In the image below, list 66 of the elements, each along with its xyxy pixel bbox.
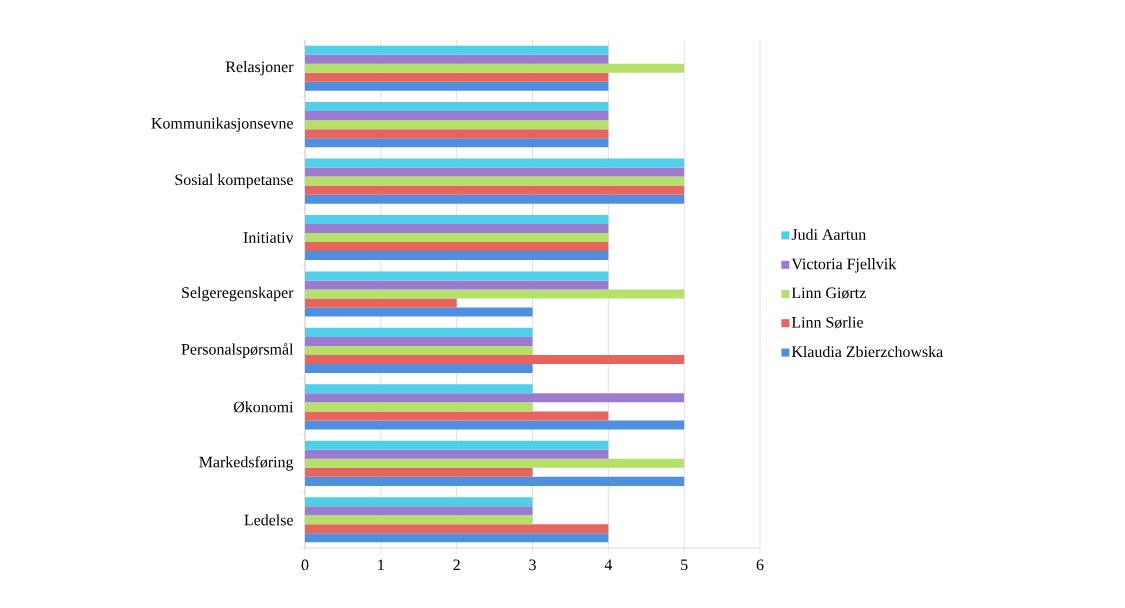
bar (305, 524, 609, 534)
x-tick-label: 1 (378, 559, 384, 571)
x-tick-label: 5 (681, 559, 688, 571)
y-tick-label: Initiativ (243, 232, 294, 243)
bar (305, 54, 609, 64)
bar (305, 45, 609, 55)
bar (305, 251, 609, 261)
bar (305, 194, 685, 204)
legend-label: Victoria Fjellvik (791, 258, 897, 273)
y-tick-label: Selgeregenskaper (182, 286, 294, 302)
bar (305, 345, 533, 355)
bar (305, 384, 533, 394)
y-tick-label: Personalspørsmål (181, 342, 294, 358)
bar (305, 327, 533, 337)
bar (305, 533, 609, 543)
bar (305, 289, 685, 299)
bar (305, 467, 533, 477)
bar (305, 81, 609, 91)
bar (305, 515, 533, 525)
bar (305, 402, 533, 412)
bar (305, 120, 609, 130)
bar (305, 129, 609, 139)
bar (305, 440, 609, 450)
bar (305, 476, 685, 486)
x-tick-label: 0 (301, 559, 309, 571)
x-tick-label: 6 (756, 559, 764, 571)
legend-label: Linn Sørlie (791, 316, 863, 329)
bar (305, 63, 685, 73)
y-tick-label: Økonomi (233, 401, 294, 413)
bar (305, 167, 685, 177)
bar (305, 185, 685, 195)
bar (305, 458, 685, 468)
bar (305, 158, 685, 168)
legend-label: Judi Aartun (791, 228, 866, 240)
bar (305, 233, 609, 243)
bar (305, 411, 609, 421)
x-tick-label: 4 (604, 559, 613, 570)
legend-label: Linn Giørtz (791, 287, 866, 299)
bar (305, 271, 609, 281)
y-tick-label: Ledelse (244, 514, 293, 526)
bar (305, 214, 609, 224)
legend-label: Klaudia Zbierzchowska (791, 345, 943, 358)
bar (305, 336, 533, 346)
bar (305, 393, 685, 403)
bar (305, 449, 609, 459)
y-tick-label: Kommunikasjonsevne (151, 117, 293, 132)
x-tick-label: 3 (529, 559, 536, 571)
y-tick-label: Sosial kompetanse (175, 173, 293, 189)
bar (305, 506, 533, 516)
bar (305, 138, 609, 148)
bar (305, 307, 533, 317)
bar (305, 363, 533, 374)
y-tick-label: Markedsføring (199, 456, 294, 471)
x-tick-label: 2 (453, 559, 460, 571)
bar (305, 111, 609, 121)
bar (305, 298, 457, 308)
bar (305, 224, 609, 234)
bar (305, 280, 609, 290)
bar (305, 497, 533, 507)
bar (305, 242, 609, 252)
bar (305, 102, 609, 112)
y-tick-label: Relasjoner (225, 60, 294, 76)
bar (305, 72, 609, 82)
bar (305, 354, 685, 364)
bar (305, 420, 685, 430)
bar (305, 176, 685, 186)
